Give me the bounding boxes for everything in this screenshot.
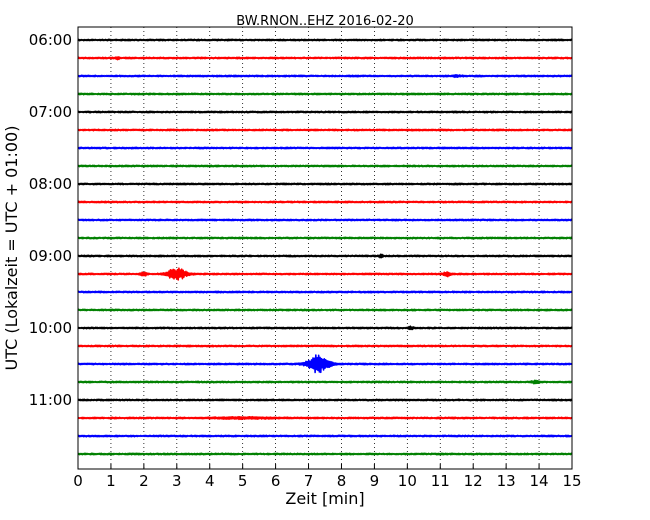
trace-line	[77, 267, 573, 281]
trace-line	[77, 56, 573, 61]
x-tick-label: 9	[370, 472, 380, 490]
x-tick-label: 13	[497, 472, 516, 490]
y-tick-label: 10:00	[29, 319, 72, 337]
y-tick-label: 11:00	[29, 391, 72, 409]
trace-line	[77, 379, 573, 385]
x-axis-label: Zeit [min]	[285, 489, 364, 508]
trace-line	[77, 452, 573, 456]
trace-line	[77, 164, 573, 168]
trace-line	[77, 182, 573, 186]
x-tick-label: 14	[530, 472, 549, 490]
x-tick-label: 7	[304, 472, 314, 490]
trace-line	[77, 218, 573, 222]
seismogram-traces	[77, 38, 573, 456]
x-axis-ticks: 0 1 2 3 4 5 6 7 8 9 10 11 12 13 14 15	[73, 464, 582, 490]
x-tick-label: 11	[431, 472, 450, 490]
x-tick-label: 3	[172, 472, 182, 490]
trace-line	[77, 290, 573, 294]
x-tick-label: 4	[205, 472, 215, 490]
y-tick-label: 07:00	[29, 103, 72, 121]
x-tick-label: 8	[337, 472, 347, 490]
y-tick-label: 08:00	[29, 175, 72, 193]
y-axis-label: UTC (Lokalzeit = UTC + 01:00)	[2, 126, 21, 371]
x-tick-label: 0	[73, 472, 83, 490]
trace-line	[77, 92, 573, 96]
chart-title: BW.RNON..EHZ 2016-02-20	[236, 14, 414, 29]
y-tick-label: 06:00	[29, 31, 72, 49]
plot-frame	[77, 26, 573, 470]
x-tick-label: 1	[106, 472, 116, 490]
x-tick-label: 5	[238, 472, 248, 490]
trace-line	[77, 110, 573, 114]
x-tick-label: 10	[398, 472, 417, 490]
y-axis-ticks: 06:00 07:00 08:00 09:00 10:00 11:00	[29, 31, 72, 409]
trace-line	[77, 344, 573, 348]
y-tick-label: 09:00	[29, 247, 72, 265]
x-tick-label: 15	[562, 472, 581, 490]
x-tick-label: 2	[139, 472, 149, 490]
trace-line	[77, 308, 573, 312]
trace-line	[77, 38, 573, 42]
x-tick-label: 12	[464, 472, 483, 490]
trace-line	[77, 236, 573, 240]
trace-line	[77, 74, 573, 79]
grid-lines	[110, 27, 540, 469]
trace-line	[77, 128, 573, 132]
trace-line	[77, 253, 573, 259]
trace-line	[77, 398, 573, 402]
trace-line	[77, 200, 573, 204]
trace-line	[77, 415, 573, 421]
trace-line	[77, 146, 573, 150]
x-tick-label: 6	[271, 472, 281, 490]
trace-line	[77, 434, 573, 438]
trace-line	[77, 325, 573, 331]
trace-line	[77, 354, 573, 374]
